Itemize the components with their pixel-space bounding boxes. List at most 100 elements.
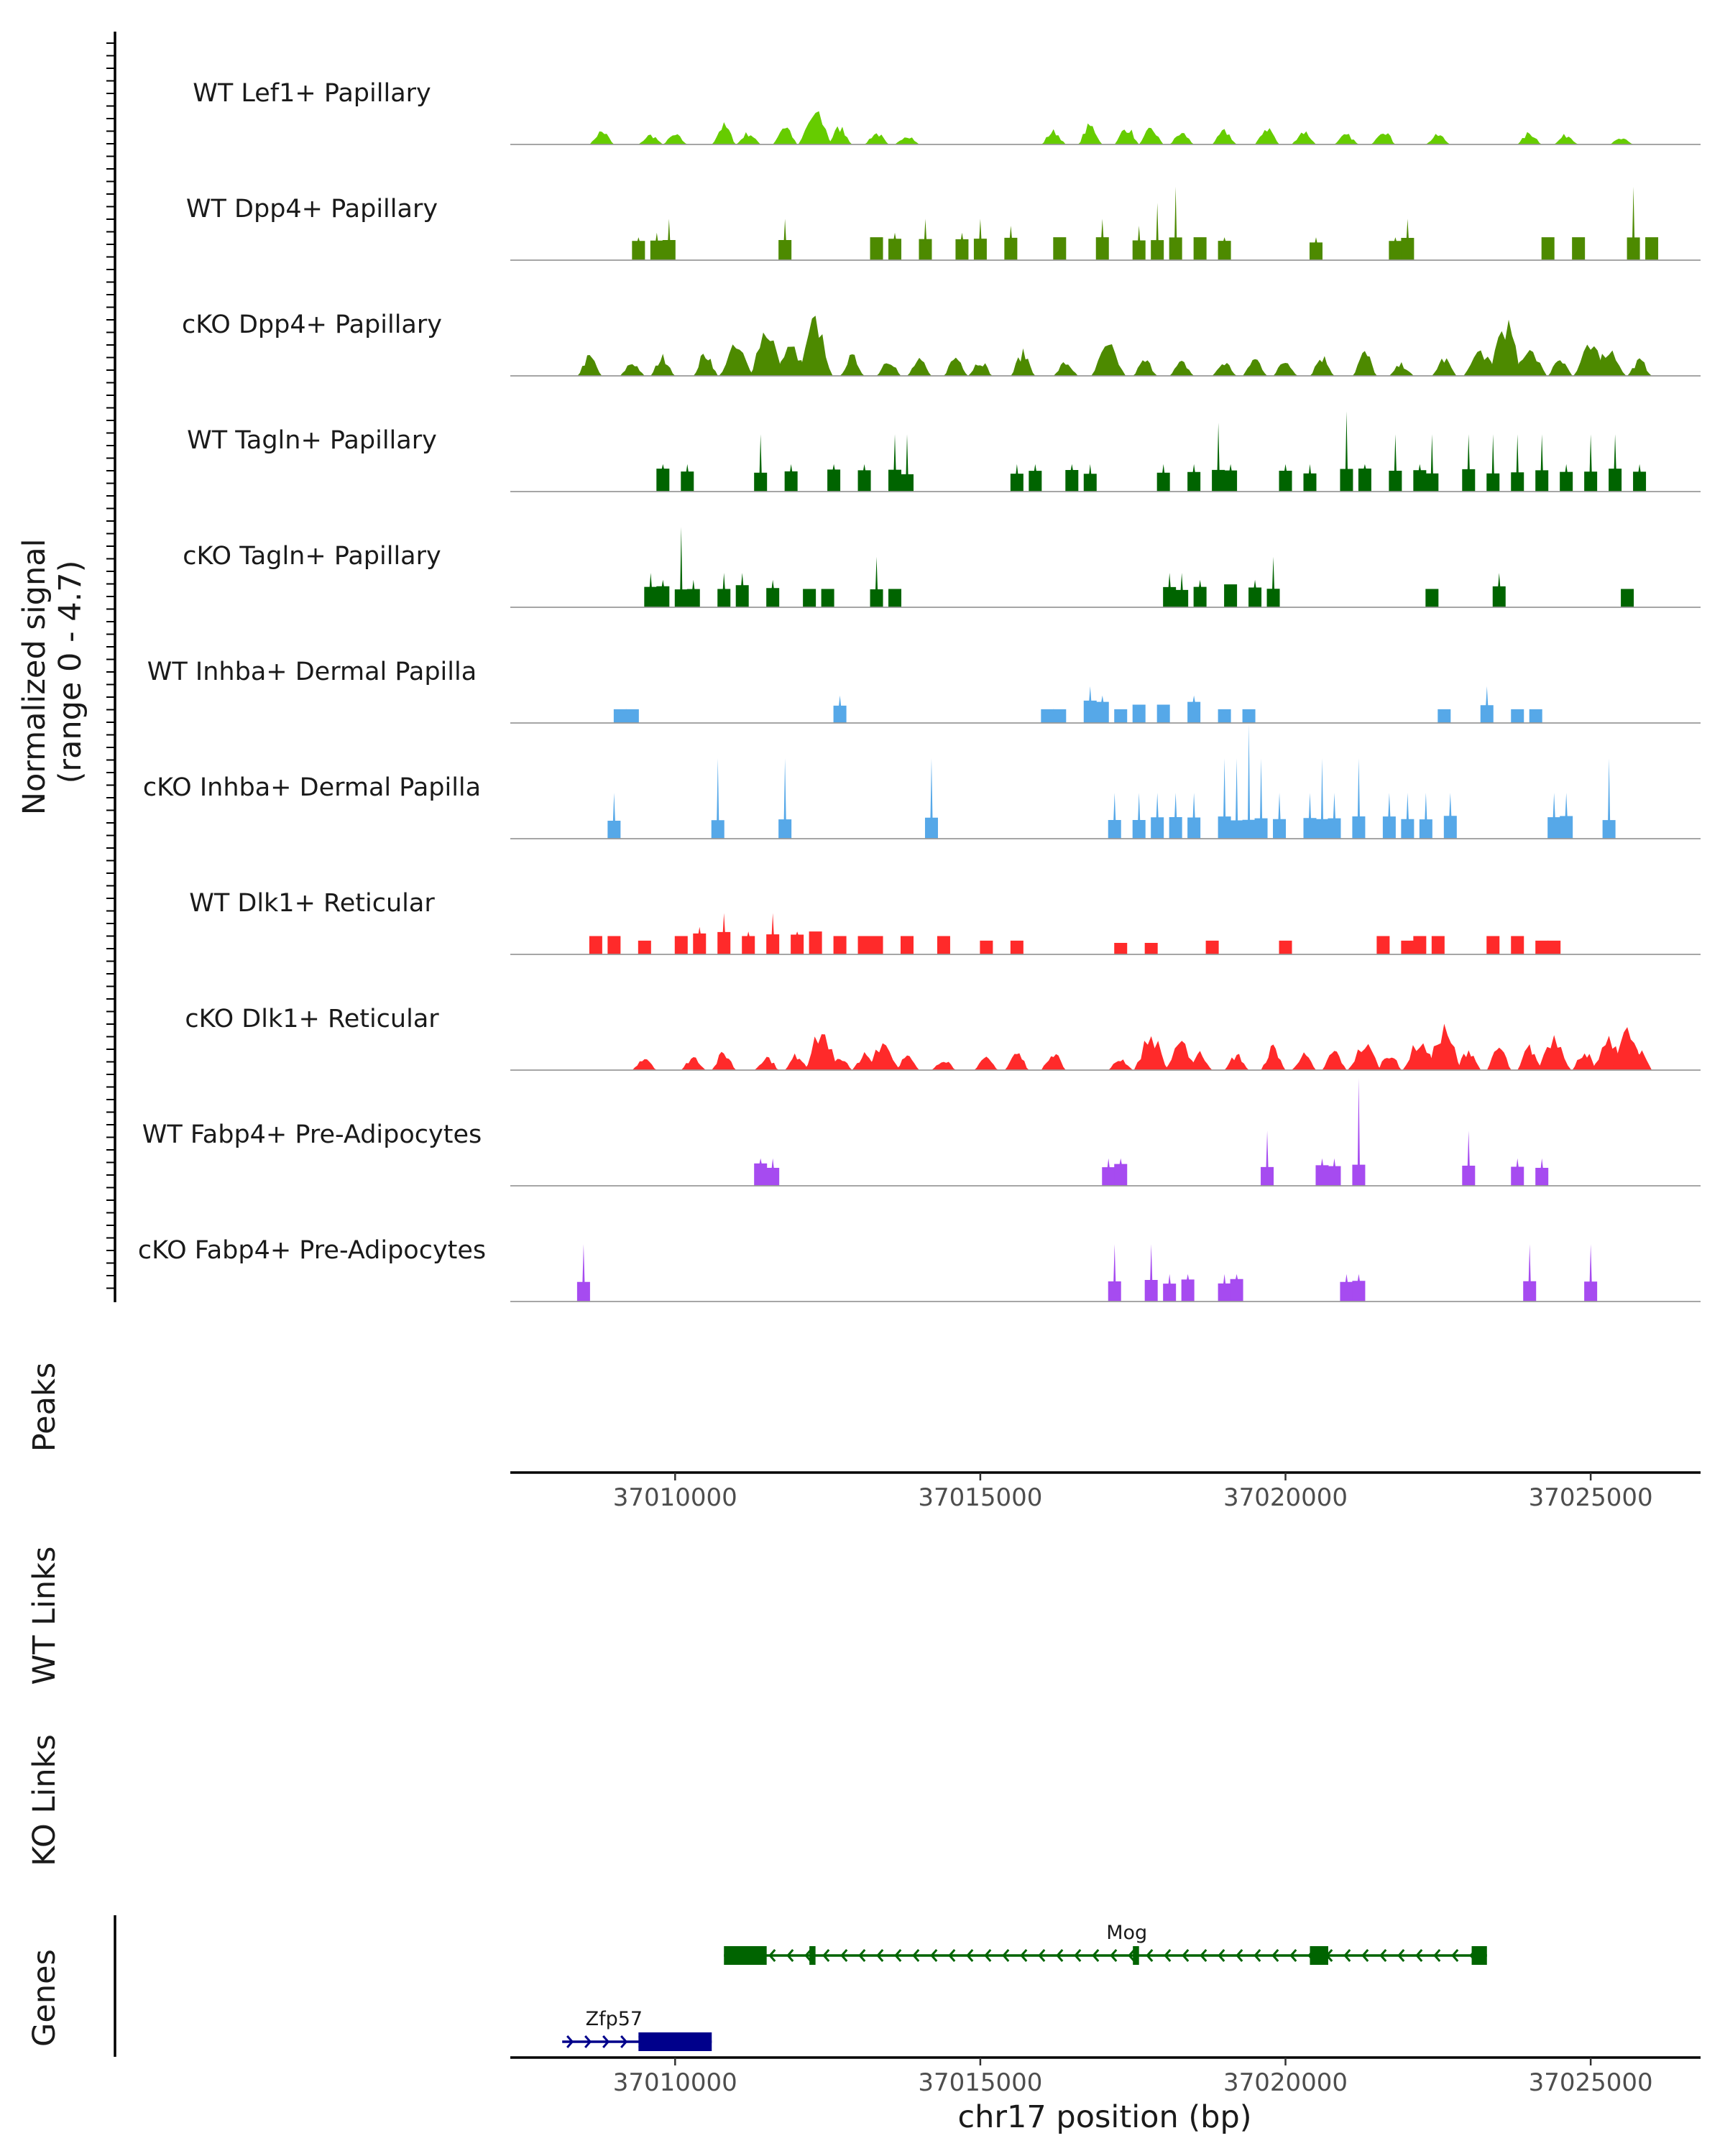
- signal-peak: [1181, 1273, 1195, 1302]
- signal-peak: [1517, 1044, 1542, 1070]
- strand-arrow: [912, 1949, 920, 1962]
- x-tick-label: 37020000: [1223, 1483, 1348, 1512]
- signal-peak: [1266, 556, 1280, 607]
- strand-arrow: [1110, 1949, 1118, 1962]
- track-label: WT Fabp4+ Pre-Adipocytes: [142, 1120, 482, 1149]
- signal-peak: [1303, 793, 1317, 839]
- signal-peak: [650, 232, 663, 260]
- track-label: WT Tagln+ Papillary: [187, 426, 437, 455]
- signal-peak: [1114, 943, 1128, 954]
- signal-peak: [686, 579, 700, 607]
- signal-peak: [1187, 695, 1201, 723]
- signal-peak: [1401, 793, 1414, 839]
- peaks-track-title: Peaks: [27, 1363, 63, 1452]
- signal-peak: [1547, 360, 1573, 376]
- signal-peak: [736, 132, 761, 144]
- signal-peak: [1315, 1158, 1329, 1186]
- signal-peak: [1334, 134, 1359, 144]
- signal-peak: [1413, 936, 1427, 954]
- signal-peak: [919, 218, 932, 260]
- signal-peak: [1358, 464, 1371, 492]
- signal-peak: [1328, 1158, 1341, 1186]
- signal-peak: [1279, 464, 1292, 492]
- strand-arrow: [930, 1949, 938, 1962]
- x-tick-label: 37020000: [1223, 2068, 1348, 2097]
- track-label: cKO Fabp4+ Pre-Adipocytes: [138, 1236, 486, 1265]
- x-tick-label: 37025000: [1529, 2068, 1653, 2097]
- strand-arrow: [804, 1949, 812, 1962]
- signal-peak: [1132, 226, 1146, 260]
- strand-arrow: [1200, 1949, 1208, 1962]
- signal-peak: [895, 1055, 919, 1070]
- signal-peak: [656, 464, 670, 492]
- strand-arrow: [566, 2035, 574, 2048]
- signal-peak: [1425, 134, 1450, 144]
- signal-peak: [798, 111, 833, 144]
- gene-label: Zfp57: [586, 2008, 643, 2030]
- strand-arrow: [858, 1949, 866, 1962]
- signal-peak: [1340, 1273, 1353, 1302]
- strand-arrow: [840, 1949, 848, 1962]
- signal-peak: [719, 344, 754, 376]
- signal-peak: [1011, 348, 1036, 376]
- signal-peak: [712, 1051, 737, 1070]
- signal-peak: [773, 346, 809, 376]
- signal-peak: [827, 1059, 852, 1070]
- signal-peak: [1537, 1035, 1572, 1070]
- strand-arrow: [1343, 1949, 1351, 1962]
- strand-arrow: [1289, 1949, 1297, 1962]
- signal-peak: [901, 434, 914, 492]
- signal-peak: [1029, 464, 1042, 492]
- signal-peak: [791, 931, 804, 954]
- signal-peak: [870, 936, 883, 954]
- signal-peak: [1627, 1050, 1652, 1070]
- signal-peak: [1243, 359, 1268, 376]
- signal-peak: [663, 134, 688, 144]
- signal-peak: [1547, 940, 1561, 954]
- signal-peak: [857, 936, 871, 954]
- signal-peak: [1205, 940, 1219, 954]
- signal-peak: [967, 363, 993, 376]
- x-tick-label: 37025000: [1529, 1483, 1653, 1512]
- signal-peak: [1560, 793, 1573, 839]
- signal-peak: [1523, 1244, 1537, 1302]
- track-label: WT Dlk1+ Reticular: [189, 889, 435, 918]
- signal-peak: [784, 464, 798, 492]
- signal-peak: [943, 357, 968, 376]
- signal-peak: [833, 936, 847, 954]
- signal-peak: [1156, 464, 1170, 492]
- signal-peak: [924, 758, 938, 839]
- signal-peak: [1255, 128, 1279, 144]
- signal-peak: [1041, 129, 1066, 144]
- signal-peak: [1427, 1023, 1462, 1070]
- signal-peak: [833, 695, 847, 723]
- strand-arrow: [1254, 1949, 1261, 1962]
- track-label: cKO Dpp4+ Papillary: [182, 310, 442, 339]
- signal-peak: [1292, 131, 1316, 144]
- signal-peak: [1609, 434, 1622, 492]
- signal-peak: [749, 332, 784, 376]
- signal-peak: [1273, 363, 1298, 376]
- signal-peak: [1535, 434, 1549, 492]
- strand-arrow: [1020, 1949, 1028, 1962]
- strand-arrow: [876, 1949, 884, 1962]
- signal-peak: [937, 936, 950, 954]
- signal-peak: [1419, 793, 1432, 839]
- track-wt-inhba-dermal-papilla: WT Inhba+ Dermal Papilla: [147, 658, 1701, 724]
- signal-peak: [1261, 1044, 1286, 1070]
- x-tick-label: 37015000: [918, 1483, 1042, 1512]
- signal-peak: [1218, 237, 1231, 260]
- signal-peak: [1108, 1059, 1133, 1070]
- signal-peak: [711, 758, 724, 839]
- signal-peak: [888, 434, 902, 492]
- signal-peak: [1512, 350, 1547, 376]
- signal-peak: [735, 573, 749, 607]
- signal-peak: [827, 464, 841, 492]
- signal-peak: [1132, 704, 1146, 723]
- signal-peak: [1443, 793, 1457, 839]
- strand-arrow: [1361, 1949, 1369, 1962]
- signal-peak: [638, 940, 651, 954]
- signal-peak: [674, 527, 688, 607]
- signal-peak: [1102, 1158, 1116, 1186]
